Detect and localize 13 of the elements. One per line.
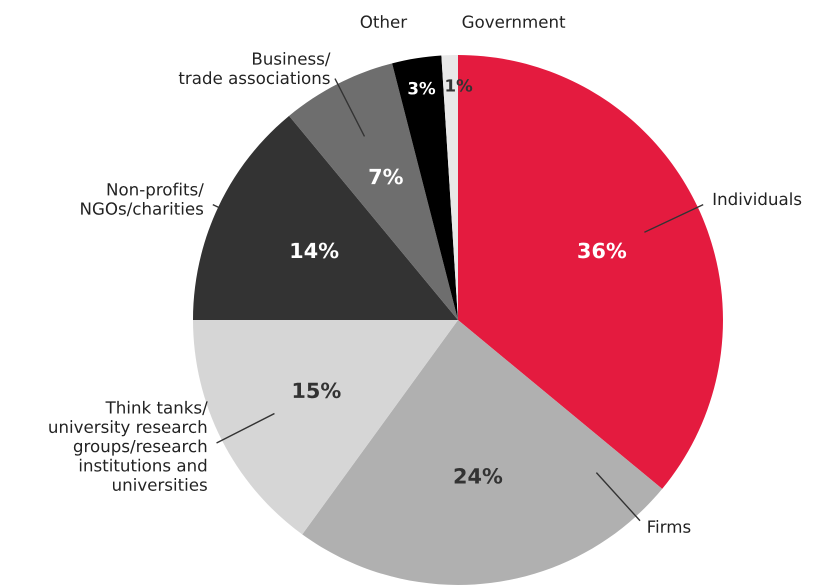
- slice-label: Business/ trade associations: [178, 52, 330, 84]
- slice-label: Firms: [648, 520, 690, 533]
- slice-label: Other: [360, 15, 408, 28]
- slice-label: Think tanks/ university research groups/research institutions and universities: [49, 400, 208, 491]
- slice-label: Individuals: [714, 192, 802, 206]
- slice-label: Government: [462, 15, 566, 28]
- data-label: 3%: [408, 82, 436, 95]
- data-label: 7%: [370, 168, 403, 184]
- slice-label: Non-profits/ NGOs/charities: [81, 182, 204, 216]
- data-label: 36%: [578, 242, 626, 258]
- data-label: 14%: [292, 242, 338, 258]
- data-label: 15%: [294, 382, 341, 398]
- data-label: 24%: [454, 468, 502, 484]
